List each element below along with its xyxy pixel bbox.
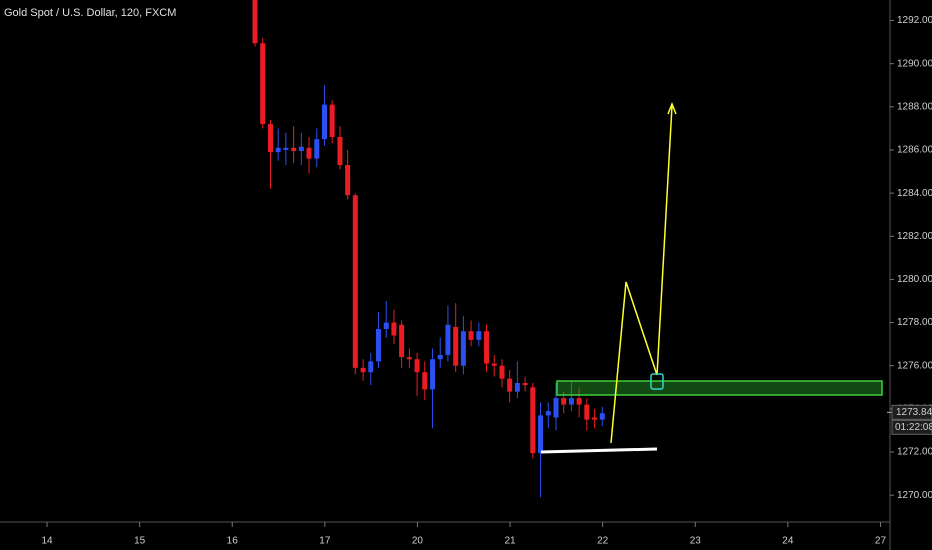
candle-body [321, 104, 327, 140]
candle-body [445, 324, 451, 355]
candle-body [538, 415, 544, 454]
candle-body [306, 147, 312, 159]
candle-body [329, 104, 335, 138]
candle-body [553, 398, 559, 418]
last-price-label: 1273.84 [896, 407, 932, 418]
y-tick-label: 1290.00 [897, 58, 932, 69]
y-tick-label: 1280.00 [897, 274, 932, 285]
candle-body [375, 329, 381, 362]
candle-body [337, 137, 343, 166]
x-tick-label: 15 [134, 536, 146, 547]
candle-body [576, 398, 582, 405]
plot-area [252, 0, 605, 498]
y-tick-label: 1282.00 [897, 231, 932, 242]
candle-body [283, 147, 289, 150]
x-tick-label: 27 [875, 536, 887, 547]
y-tick-label: 1288.00 [897, 101, 932, 112]
x-tick-label: 24 [782, 536, 794, 547]
candle-body [291, 147, 297, 152]
y-tick-label: 1272.00 [897, 447, 932, 458]
candle-body [592, 417, 598, 420]
candle-body [460, 331, 466, 366]
candle-body [437, 354, 443, 360]
candle-body [422, 372, 428, 390]
y-tick-label: 1286.00 [897, 145, 932, 156]
y-tick-label: 1292.00 [897, 15, 932, 26]
candle-body [383, 322, 389, 330]
candle-body [491, 363, 497, 366]
candle-body [561, 398, 567, 405]
countdown-box [891, 419, 932, 435]
candle-body [430, 359, 436, 390]
candle-body [468, 331, 474, 340]
candle-body [599, 413, 605, 420]
candle-body [252, 0, 258, 44]
candle-body [267, 124, 273, 153]
y-tick-label: 1276.00 [897, 360, 932, 371]
candle-body [391, 322, 397, 336]
candle-body [453, 326, 459, 366]
x-tick-label: 17 [319, 536, 331, 547]
y-tick-label: 1278.00 [897, 317, 932, 328]
x-tick-label: 23 [690, 536, 702, 547]
candle-body [522, 382, 528, 386]
candle-body [368, 361, 374, 373]
last-price-box [891, 404, 932, 420]
candle-body [568, 398, 574, 405]
candle-body [275, 147, 281, 153]
x-tick-label: 14 [41, 536, 53, 547]
candle-body [484, 331, 490, 364]
candle-body [530, 387, 536, 454]
candle-body [514, 382, 520, 392]
candle-body [476, 331, 482, 340]
x-tick-label: 22 [597, 536, 609, 547]
candle-body [352, 195, 358, 368]
zone-rectangle [556, 380, 883, 396]
support-line [540, 447, 658, 454]
candle-body [406, 357, 412, 360]
countdown-label: 01:22:08 [895, 422, 932, 433]
y-tick-label: 1284.00 [897, 188, 932, 199]
candle-body [545, 411, 551, 416]
candle-body [414, 359, 420, 373]
y-tick-label: 1270.00 [897, 490, 932, 501]
candle-body [507, 378, 513, 392]
candle-body [298, 146, 304, 152]
x-tick-label: 16 [227, 536, 239, 547]
candle-body [360, 367, 366, 373]
x-tick-label: 20 [412, 536, 424, 547]
chart-title: Gold Spot / U.S. Dollar, 120, FXCM [4, 7, 176, 19]
candle-body [260, 43, 266, 125]
candle-body [345, 165, 351, 196]
arrow-head [667, 101, 677, 115]
candle-body [584, 404, 590, 420]
candle-body [399, 324, 405, 358]
x-tick-label: 21 [504, 536, 516, 547]
drawings [540, 101, 883, 454]
candle-body [499, 365, 505, 379]
marker-square [650, 373, 664, 390]
projection-path [610, 105, 673, 444]
candle-body [314, 139, 320, 159]
